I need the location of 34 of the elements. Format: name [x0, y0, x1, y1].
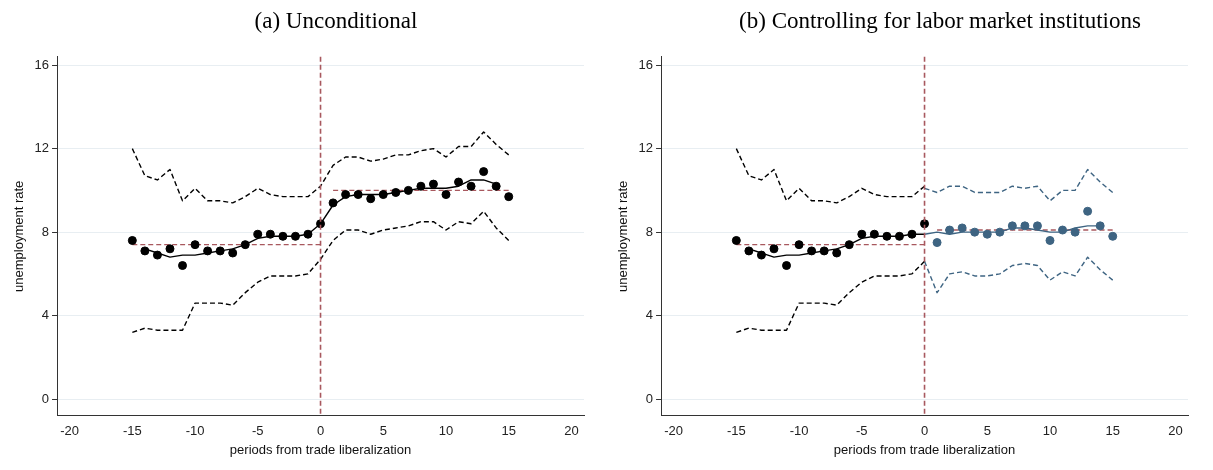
x-tick-label: 0	[316, 423, 325, 439]
x-tick-label: -10	[185, 423, 205, 439]
chart-title: (b) Controlling for labor market institutions	[738, 8, 1142, 35]
x-tick-label: -5	[252, 423, 264, 439]
x-tick-label: 10	[438, 423, 454, 439]
x-tick-label: -20	[60, 423, 79, 439]
x-tick-label: 5	[983, 423, 991, 439]
x-tick-label: -5	[856, 423, 868, 439]
chart-title: (a) Unconditional	[253, 8, 419, 35]
y-tick-label: 8	[41, 223, 50, 239]
y-axis-title: unemployment rate	[11, 180, 27, 292]
y-tick-label: 12	[638, 140, 654, 156]
x-tick-label: -10	[789, 423, 809, 439]
x-tick-label: -15	[122, 423, 142, 439]
y-tick-label: 0	[645, 390, 654, 406]
x-tick-label: -15	[726, 423, 746, 439]
x-tick-label: 0	[920, 423, 929, 439]
y-tick-label: 4	[645, 307, 654, 323]
y-tick-label: 4	[41, 307, 50, 323]
y-tick-label: 0	[41, 390, 50, 406]
y-tick-label: 12	[34, 140, 50, 156]
x-tick-label: 5	[379, 423, 387, 439]
x-axis-title: periods from trade liberalization	[833, 441, 1016, 457]
x-tick-label: 10	[1042, 423, 1058, 439]
x-tick-label: -20	[664, 423, 683, 439]
x-tick-label: 20	[564, 423, 579, 439]
x-tick-label: 15	[1105, 423, 1120, 439]
y-tick-label: 8	[645, 223, 654, 239]
x-axis-title: periods from trade liberalization	[229, 441, 412, 457]
x-tick-label: 15	[501, 423, 516, 439]
x-tick-label: 20	[1168, 423, 1183, 439]
y-axis-title: unemployment rate	[615, 180, 631, 292]
y-tick-label: 16	[638, 56, 654, 72]
y-tick-label: 16	[34, 56, 50, 72]
